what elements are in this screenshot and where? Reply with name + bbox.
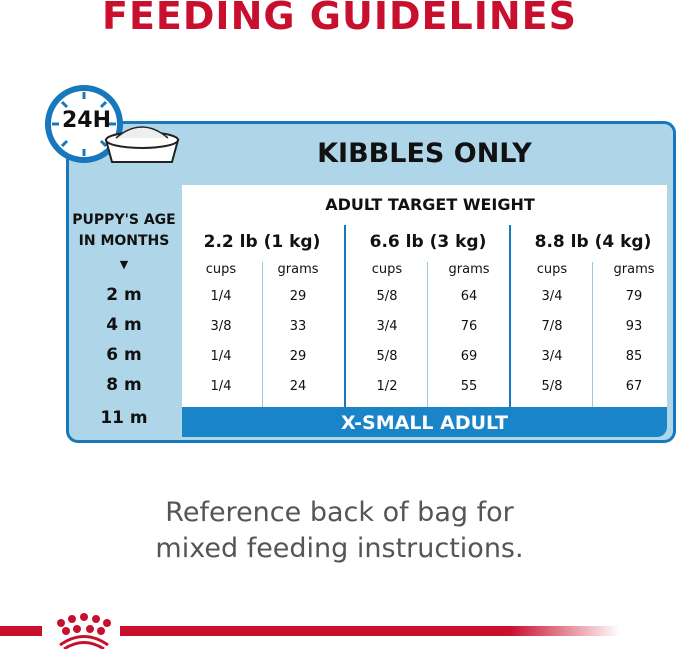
clock-bowl-icon [45, 85, 180, 163]
table-cell: 85 [625, 349, 643, 364]
weight-4kg: 8.8 lb (4 kg) [534, 232, 652, 252]
table-cell: 1/4 [210, 349, 232, 364]
brand-bar [120, 626, 620, 636]
royal-canin-crown-logo [57, 613, 111, 649]
table-cell: 64 [460, 289, 478, 304]
x-small-adult-band: X-SMALL ADULT [182, 407, 667, 437]
divider [262, 262, 263, 407]
divider [509, 225, 511, 407]
table-cell: 33 [289, 319, 307, 334]
kibbles-only-heading: KIBBLES ONLY [317, 138, 532, 169]
table-cell: 79 [625, 289, 643, 304]
age-header: IN MONTHS [78, 233, 170, 249]
footer-line: Reference back of bag for [165, 497, 514, 528]
table-cell: 29 [289, 349, 307, 364]
table-cell: 1/4 [210, 289, 232, 304]
down-arrow-icon: ▼ [119, 258, 129, 271]
table-cell: 29 [289, 289, 307, 304]
weight-3kg: 6.6 lb (3 kg) [369, 232, 487, 252]
table-cell: 67 [625, 379, 643, 394]
table-cell: 24 [289, 379, 307, 394]
grams-header: grams [277, 262, 319, 277]
table-cell: 69 [460, 349, 478, 364]
table-cell: 3/4 [376, 319, 398, 334]
cups-header: cups [205, 262, 237, 277]
table-body [182, 185, 667, 407]
table-cell: 76 [460, 319, 478, 334]
age-label: 8 m [106, 375, 142, 395]
24h-label: 24H [62, 108, 112, 133]
table-cell: 93 [625, 319, 643, 334]
age-label: 4 m [106, 315, 142, 335]
table-cell: 5/8 [376, 349, 398, 364]
grams-header: grams [448, 262, 490, 277]
table-cell: 55 [460, 379, 478, 394]
cups-header: cups [371, 262, 403, 277]
grams-header: grams [613, 262, 655, 277]
table-cell: 3/4 [541, 349, 563, 364]
table-cell: 5/8 [376, 289, 398, 304]
table-cell: 7/8 [541, 319, 563, 334]
cups-header: cups [536, 262, 568, 277]
footer-line: mixed feeding instructions. [155, 533, 524, 564]
brand-bar [0, 626, 42, 636]
weight-1kg: 2.2 lb (1 kg) [203, 232, 321, 252]
table-cell: 1/4 [210, 379, 232, 394]
weight-header: ADULT TARGET WEIGHT [325, 195, 535, 214]
table-cell: 1/2 [376, 379, 398, 394]
divider [427, 262, 428, 407]
table-cell: 3/4 [541, 289, 563, 304]
divider [344, 225, 346, 407]
age-label: 6 m [106, 345, 142, 365]
age-label: 2 m [106, 285, 142, 305]
page-title: FEEDING GUIDELINES [102, 0, 577, 38]
age-label: 11 m [100, 408, 148, 428]
footer-note: Reference back of bag for mixed feeding … [0, 495, 679, 567]
divider [592, 262, 593, 407]
age-header: PUPPY'S AGE [72, 212, 176, 228]
table-cell: 3/8 [210, 319, 232, 334]
table-cell: 5/8 [541, 379, 563, 394]
